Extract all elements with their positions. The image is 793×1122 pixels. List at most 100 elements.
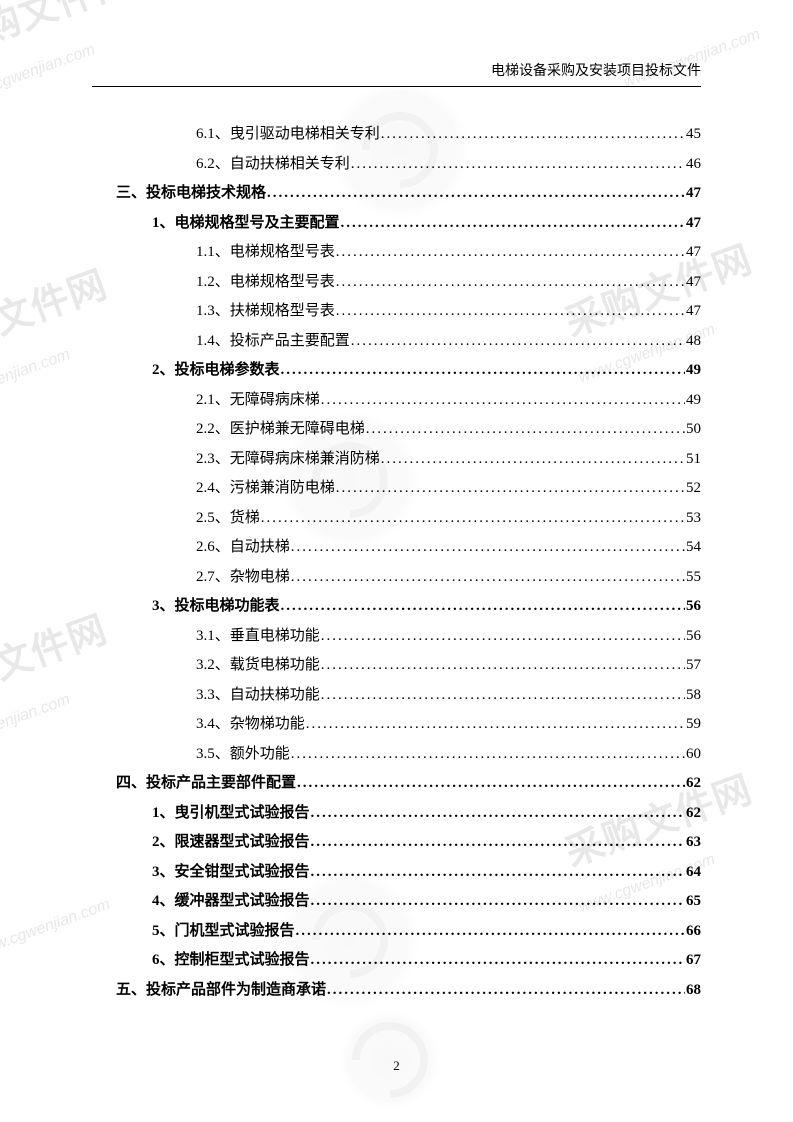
toc-page-number: 49 (686, 363, 701, 378)
toc-entry: 3.4、杂物梯功能 59 (92, 717, 701, 732)
toc-label: 2、限速器型式试验报告 (152, 835, 310, 850)
toc-leader-dots (311, 806, 685, 821)
toc-label: 1.1、电梯规格型号表 (196, 245, 335, 260)
toc-leader-dots (321, 629, 685, 644)
toc-leader-dots (267, 186, 685, 201)
toc-label: 3.2、载货电梯功能 (196, 658, 320, 673)
toc-label: 3.5、额外功能 (196, 747, 290, 762)
toc-page-number: 57 (686, 658, 701, 673)
toc-entry: 1、电梯规格型号及主要配置 47 (92, 216, 701, 231)
toc-entry: 4、缓冲器型式试验报告 65 (92, 894, 701, 909)
toc-page-number: 68 (686, 983, 701, 998)
toc-leader-dots (291, 747, 685, 762)
toc-leader-dots (306, 717, 685, 732)
toc-label: 3.1、垂直电梯功能 (196, 629, 320, 644)
toc-page-number: 66 (686, 924, 701, 939)
toc-label: 3.4、杂物梯功能 (196, 717, 305, 732)
toc-leader-dots (291, 570, 685, 585)
toc-leader-dots (291, 540, 685, 555)
toc-entry: 1.1、电梯规格型号表 47 (92, 245, 701, 260)
toc-page-number: 63 (686, 835, 701, 850)
page-container: 电梯设备采购及安装项目投标文件 6.1、曳引驱动电梯相关专利456.2、自动扶梯… (0, 0, 793, 1122)
toc-entry: 2、投标电梯参数表49 (92, 363, 701, 378)
toc-page-number: 48 (686, 334, 701, 349)
toc-entry: 2.7、杂物电梯 55 (92, 570, 701, 585)
toc-leader-dots (351, 157, 685, 172)
toc-label: 6.1、曳引驱动电梯相关专利 (196, 127, 380, 142)
toc-leader-dots (321, 658, 685, 673)
toc-entry: 3、投标电梯功能表 56 (92, 599, 701, 614)
toc-label: 4、缓冲器型式试验报告 (152, 894, 310, 909)
toc-leader-dots (336, 481, 685, 496)
toc-page-number: 59 (686, 717, 701, 732)
toc-label: 2.2、医护梯兼无障碍电梯 (196, 422, 365, 437)
toc-leader-dots (381, 452, 685, 467)
toc-label: 2.7、杂物电梯 (196, 570, 290, 585)
toc-leader-dots (296, 924, 685, 939)
toc-entry: 3.1、垂直电梯功能56 (92, 629, 701, 644)
toc-page-number: 58 (686, 688, 701, 703)
toc-leader-dots (311, 865, 685, 880)
toc-label: 5、门机型式试验报告 (152, 924, 295, 939)
toc-entry: 3.3、自动扶梯功能 58 (92, 688, 701, 703)
toc-label: 2.5、货梯 (196, 511, 260, 526)
toc-page-number: 62 (686, 776, 701, 791)
toc-leader-dots (341, 216, 685, 231)
toc-leader-dots (281, 363, 685, 378)
toc-page-number: 47 (686, 216, 701, 231)
toc-entry: 1.3、扶梯规格型号表47 (92, 304, 701, 319)
toc-page-number: 60 (686, 747, 701, 762)
toc-page-number: 47 (686, 304, 701, 319)
toc-leader-dots (311, 894, 685, 909)
toc-label: 1、曳引机型式试验报告 (152, 806, 310, 821)
toc-page-number: 65 (686, 894, 701, 909)
toc-page-number: 54 (686, 540, 701, 555)
toc-leader-dots (311, 953, 685, 968)
toc-label: 1.2、电梯规格型号表 (196, 275, 335, 290)
toc-label: 3、投标电梯功能表 (152, 599, 280, 614)
toc-entry: 6.1、曳引驱动电梯相关专利45 (92, 127, 701, 142)
toc-leader-dots (351, 334, 685, 349)
toc-entry: 2.2、医护梯兼无障碍电梯 50 (92, 422, 701, 437)
toc-page-number: 47 (686, 245, 701, 260)
toc-entry: 2.3、无障碍病床梯兼消防梯51 (92, 452, 701, 467)
toc-entry: 2.5、货梯53 (92, 511, 701, 526)
toc-entry: 三、投标电梯技术规格47 (92, 186, 701, 201)
toc-entry: 2.4、污梯兼消防电梯52 (92, 481, 701, 496)
toc-label: 1、电梯规格型号及主要配置 (152, 216, 340, 231)
toc-page-number: 46 (686, 157, 701, 172)
toc-entry: 5、门机型式试验报告 66 (92, 924, 701, 939)
toc-page-number: 67 (686, 953, 701, 968)
toc-label: 2.1、无障碍病床梯 (196, 393, 320, 408)
toc-label: 四、投标产品主要部件配置 (116, 776, 296, 791)
toc-entry: 2.1、无障碍病床梯49 (92, 393, 701, 408)
toc-entry: 3.2、载货电梯功能 57 (92, 658, 701, 673)
toc-entry: 1.4、投标产品主要配置 48 (92, 334, 701, 349)
toc-entry: 四、投标产品主要部件配置 62 (92, 776, 701, 791)
toc-label: 3.3、自动扶梯功能 (196, 688, 320, 703)
toc-page-number: 55 (686, 570, 701, 585)
toc-leader-dots (321, 393, 685, 408)
toc-entry: 3、安全钳型式试验报告64 (92, 865, 701, 880)
toc-label: 3、安全钳型式试验报告 (152, 865, 310, 880)
toc-leader-dots (321, 688, 685, 703)
toc-leader-dots (311, 835, 685, 850)
toc-page-number: 62 (686, 806, 701, 821)
toc-label: 6.2、自动扶梯相关专利 (196, 157, 350, 172)
toc-entry: 五、投标产品部件为制造商承诺 68 (92, 983, 701, 998)
toc-leader-dots (327, 983, 685, 998)
page-number: 2 (0, 1058, 793, 1074)
toc-leader-dots (281, 599, 685, 614)
toc-label: 1.4、投标产品主要配置 (196, 334, 350, 349)
toc-leader-dots (381, 127, 685, 142)
toc-leader-dots (336, 245, 685, 260)
toc-page-number: 47 (686, 275, 701, 290)
toc-entry: 1.2、电梯规格型号表 47 (92, 275, 701, 290)
toc-page-number: 52 (686, 481, 701, 496)
toc-page-number: 47 (686, 186, 701, 201)
toc-leader-dots (297, 776, 685, 791)
toc-page-number: 56 (686, 599, 701, 614)
toc-label: 五、投标产品部件为制造商承诺 (116, 983, 326, 998)
toc-page-number: 50 (686, 422, 701, 437)
toc-label: 2.3、无障碍病床梯兼消防梯 (196, 452, 380, 467)
